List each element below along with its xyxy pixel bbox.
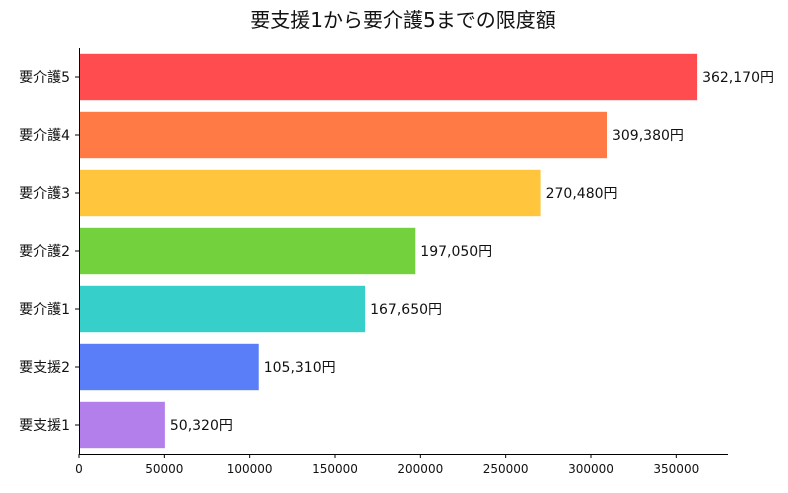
bar-2 bbox=[79, 285, 366, 333]
y-tick-label-0: 要支援1 bbox=[19, 418, 70, 434]
bar-6 bbox=[79, 53, 698, 101]
x-tick-label-3: 150000 bbox=[312, 462, 358, 476]
data-label-5: 309,380円 bbox=[612, 128, 684, 144]
data-label-4: 270,480円 bbox=[546, 186, 618, 202]
bar-5 bbox=[79, 111, 607, 159]
chart-title: 要支援1から要介護5までの限度額 bbox=[250, 8, 555, 32]
data-label-1: 105,310円 bbox=[264, 360, 336, 376]
x-tick-label-7: 350000 bbox=[653, 462, 699, 476]
bar-0 bbox=[79, 401, 165, 449]
bar-4 bbox=[79, 169, 541, 217]
y-tick-label-5: 要介護4 bbox=[19, 128, 70, 144]
x-tick-label-2: 100000 bbox=[227, 462, 273, 476]
y-tick-label-2: 要介護1 bbox=[19, 302, 70, 318]
data-label-6: 362,170円 bbox=[702, 70, 774, 86]
x-tick-label-1: 50000 bbox=[145, 462, 183, 476]
bar-3 bbox=[79, 227, 416, 275]
y-tick-label-3: 要介護2 bbox=[19, 244, 70, 260]
y-tick-label-6: 要介護5 bbox=[19, 70, 70, 86]
x-tick-label-6: 300000 bbox=[568, 462, 614, 476]
x-tick-label-4: 200000 bbox=[397, 462, 443, 476]
x-tick-label-0: 0 bbox=[75, 462, 83, 476]
data-label-2: 167,650円 bbox=[370, 302, 442, 318]
y-tick-label-4: 要介護3 bbox=[19, 186, 70, 202]
data-label-3: 197,050円 bbox=[420, 244, 492, 260]
data-label-0: 50,320円 bbox=[170, 418, 233, 434]
y-tick-label-1: 要支援2 bbox=[19, 360, 70, 376]
x-tick-label-5: 250000 bbox=[483, 462, 529, 476]
bar-1 bbox=[79, 343, 259, 391]
